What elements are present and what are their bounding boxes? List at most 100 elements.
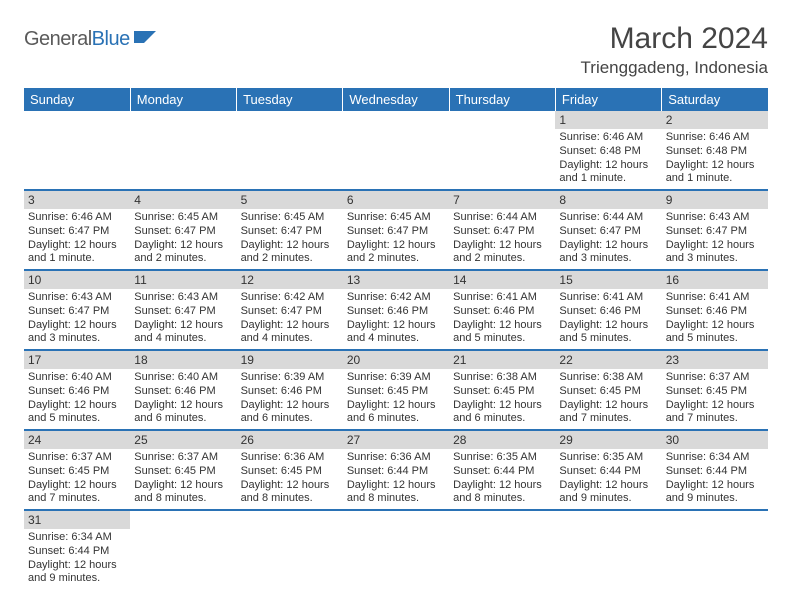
day-details: Sunrise: 6:34 AMSunset: 6:44 PMDaylight:… xyxy=(662,449,768,509)
daylight-text: Daylight: 12 hours and 7 minutes. xyxy=(28,479,126,507)
day-number: 26 xyxy=(237,431,343,449)
sunset-text: Sunset: 6:47 PM xyxy=(134,225,232,239)
day-details: Sunrise: 6:46 AMSunset: 6:48 PMDaylight:… xyxy=(662,129,768,189)
sunrise-text: Sunrise: 6:34 AM xyxy=(28,531,126,545)
sunrise-text: Sunrise: 6:46 AM xyxy=(559,131,657,145)
day-number: 9 xyxy=(662,191,768,209)
daylight-text: Daylight: 12 hours and 2 minutes. xyxy=(134,239,232,267)
sunrise-text: Sunrise: 6:36 AM xyxy=(241,451,339,465)
calendar-day: 16Sunrise: 6:41 AMSunset: 6:46 PMDayligh… xyxy=(662,270,768,350)
daylight-text: Daylight: 12 hours and 3 minutes. xyxy=(666,239,764,267)
sunset-text: Sunset: 6:46 PM xyxy=(28,385,126,399)
calendar-day: 29Sunrise: 6:35 AMSunset: 6:44 PMDayligh… xyxy=(555,430,661,510)
sunset-text: Sunset: 6:47 PM xyxy=(241,225,339,239)
sunrise-text: Sunrise: 6:37 AM xyxy=(134,451,232,465)
day-details: Sunrise: 6:45 AMSunset: 6:47 PMDaylight:… xyxy=(130,209,236,269)
day-header: Tuesday xyxy=(237,88,343,111)
day-details: Sunrise: 6:36 AMSunset: 6:44 PMDaylight:… xyxy=(343,449,449,509)
day-details: Sunrise: 6:42 AMSunset: 6:46 PMDaylight:… xyxy=(343,289,449,349)
calendar-day: 6Sunrise: 6:45 AMSunset: 6:47 PMDaylight… xyxy=(343,190,449,270)
day-number: 29 xyxy=(555,431,661,449)
sunset-text: Sunset: 6:47 PM xyxy=(559,225,657,239)
calendar-day: 3Sunrise: 6:46 AMSunset: 6:47 PMDaylight… xyxy=(24,190,130,270)
sunset-text: Sunset: 6:47 PM xyxy=(347,225,445,239)
sunset-text: Sunset: 6:47 PM xyxy=(28,225,126,239)
daylight-text: Daylight: 12 hours and 4 minutes. xyxy=(134,319,232,347)
calendar-day: 26Sunrise: 6:36 AMSunset: 6:45 PMDayligh… xyxy=(237,430,343,510)
sunrise-text: Sunrise: 6:46 AM xyxy=(28,211,126,225)
calendar-day: 9Sunrise: 6:43 AMSunset: 6:47 PMDaylight… xyxy=(662,190,768,270)
daylight-text: Daylight: 12 hours and 6 minutes. xyxy=(347,399,445,427)
calendar-day: 25Sunrise: 6:37 AMSunset: 6:45 PMDayligh… xyxy=(130,430,236,510)
day-number: 11 xyxy=(130,271,236,289)
sunset-text: Sunset: 6:44 PM xyxy=(347,465,445,479)
sunset-text: Sunset: 6:45 PM xyxy=(666,385,764,399)
calendar-day: 15Sunrise: 6:41 AMSunset: 6:46 PMDayligh… xyxy=(555,270,661,350)
calendar-day-empty xyxy=(237,111,343,190)
sunset-text: Sunset: 6:44 PM xyxy=(666,465,764,479)
calendar-day: 14Sunrise: 6:41 AMSunset: 6:46 PMDayligh… xyxy=(449,270,555,350)
day-number: 1 xyxy=(555,111,661,129)
day-details: Sunrise: 6:34 AMSunset: 6:44 PMDaylight:… xyxy=(24,529,130,589)
day-details: Sunrise: 6:40 AMSunset: 6:46 PMDaylight:… xyxy=(130,369,236,429)
day-details: Sunrise: 6:36 AMSunset: 6:45 PMDaylight:… xyxy=(237,449,343,509)
sunrise-text: Sunrise: 6:35 AM xyxy=(559,451,657,465)
day-details: Sunrise: 6:42 AMSunset: 6:47 PMDaylight:… xyxy=(237,289,343,349)
sunrise-text: Sunrise: 6:38 AM xyxy=(453,371,551,385)
day-details: Sunrise: 6:35 AMSunset: 6:44 PMDaylight:… xyxy=(449,449,555,509)
sunset-text: Sunset: 6:46 PM xyxy=(134,385,232,399)
sunrise-text: Sunrise: 6:41 AM xyxy=(453,291,551,305)
day-number: 8 xyxy=(555,191,661,209)
calendar-day: 22Sunrise: 6:38 AMSunset: 6:45 PMDayligh… xyxy=(555,350,661,430)
day-header: Friday xyxy=(555,88,661,111)
calendar-day: 13Sunrise: 6:42 AMSunset: 6:46 PMDayligh… xyxy=(343,270,449,350)
sunrise-text: Sunrise: 6:37 AM xyxy=(28,451,126,465)
day-details: Sunrise: 6:43 AMSunset: 6:47 PMDaylight:… xyxy=(662,209,768,269)
sunset-text: Sunset: 6:44 PM xyxy=(28,545,126,559)
day-number: 2 xyxy=(662,111,768,129)
calendar-day: 20Sunrise: 6:39 AMSunset: 6:45 PMDayligh… xyxy=(343,350,449,430)
calendar-week: 1Sunrise: 6:46 AMSunset: 6:48 PMDaylight… xyxy=(24,111,768,190)
day-header: Saturday xyxy=(662,88,768,111)
calendar-day: 4Sunrise: 6:45 AMSunset: 6:47 PMDaylight… xyxy=(130,190,236,270)
sunrise-text: Sunrise: 6:45 AM xyxy=(347,211,445,225)
sunrise-text: Sunrise: 6:40 AM xyxy=(134,371,232,385)
day-details: Sunrise: 6:37 AMSunset: 6:45 PMDaylight:… xyxy=(24,449,130,509)
calendar-day: 19Sunrise: 6:39 AMSunset: 6:46 PMDayligh… xyxy=(237,350,343,430)
title-block: March 2024 Trienggadeng, Indonesia xyxy=(581,22,768,78)
daylight-text: Daylight: 12 hours and 7 minutes. xyxy=(666,399,764,427)
day-number: 4 xyxy=(130,191,236,209)
sunset-text: Sunset: 6:48 PM xyxy=(666,145,764,159)
day-details: Sunrise: 6:43 AMSunset: 6:47 PMDaylight:… xyxy=(130,289,236,349)
sunrise-text: Sunrise: 6:35 AM xyxy=(453,451,551,465)
sunrise-text: Sunrise: 6:38 AM xyxy=(559,371,657,385)
day-number: 17 xyxy=(24,351,130,369)
daylight-text: Daylight: 12 hours and 3 minutes. xyxy=(28,319,126,347)
sunset-text: Sunset: 6:45 PM xyxy=(453,385,551,399)
day-number: 31 xyxy=(24,511,130,529)
calendar-day: 24Sunrise: 6:37 AMSunset: 6:45 PMDayligh… xyxy=(24,430,130,510)
sunset-text: Sunset: 6:47 PM xyxy=(134,305,232,319)
day-details: Sunrise: 6:44 AMSunset: 6:47 PMDaylight:… xyxy=(449,209,555,269)
day-header-row: SundayMondayTuesdayWednesdayThursdayFrid… xyxy=(24,88,768,111)
calendar-day-empty xyxy=(555,510,661,589)
logo-text: GeneralBlue xyxy=(24,28,130,51)
calendar-day: 8Sunrise: 6:44 AMSunset: 6:47 PMDaylight… xyxy=(555,190,661,270)
day-details: Sunrise: 6:38 AMSunset: 6:45 PMDaylight:… xyxy=(449,369,555,429)
daylight-text: Daylight: 12 hours and 4 minutes. xyxy=(347,319,445,347)
sunrise-text: Sunrise: 6:45 AM xyxy=(134,211,232,225)
calendar-day: 18Sunrise: 6:40 AMSunset: 6:46 PMDayligh… xyxy=(130,350,236,430)
calendar-day-empty xyxy=(449,111,555,190)
logo: GeneralBlue xyxy=(24,22,158,51)
sunrise-text: Sunrise: 6:39 AM xyxy=(241,371,339,385)
day-number: 6 xyxy=(343,191,449,209)
day-number: 5 xyxy=(237,191,343,209)
sunset-text: Sunset: 6:47 PM xyxy=(28,305,126,319)
daylight-text: Daylight: 12 hours and 9 minutes. xyxy=(666,479,764,507)
sunset-text: Sunset: 6:46 PM xyxy=(453,305,551,319)
day-number: 27 xyxy=(343,431,449,449)
calendar-day: 12Sunrise: 6:42 AMSunset: 6:47 PMDayligh… xyxy=(237,270,343,350)
calendar-week: 31Sunrise: 6:34 AMSunset: 6:44 PMDayligh… xyxy=(24,510,768,589)
day-details: Sunrise: 6:41 AMSunset: 6:46 PMDaylight:… xyxy=(555,289,661,349)
calendar-day: 30Sunrise: 6:34 AMSunset: 6:44 PMDayligh… xyxy=(662,430,768,510)
